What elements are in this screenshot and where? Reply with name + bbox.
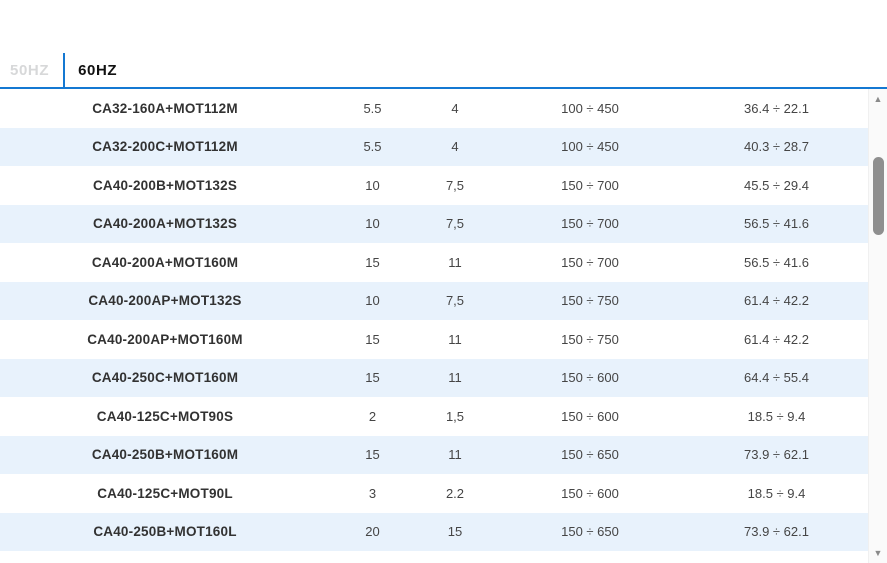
scrollbar-up-arrow-icon[interactable]: ▲ bbox=[873, 94, 883, 104]
model-cell: CA40-125C+MOT90S bbox=[96, 408, 234, 424]
head-range-cell: 73.9 ÷ 62.1 bbox=[744, 524, 809, 540]
power-hp-cell: 2 bbox=[368, 408, 377, 424]
table-row: CA40-200A+MOT160M 15 11 150 ÷ 700 56.5 ÷ 41.… bbox=[0, 243, 868, 282]
head-range-cell: 73.9 ÷ 62.1 bbox=[744, 447, 809, 463]
table-row: CA40-250C+MOT160M 15 11 150 ÷ 600 64.4 ÷ 55.… bbox=[0, 358, 868, 397]
power-kw-cell: 2.2 bbox=[445, 485, 465, 501]
head-range-cell: 64.4 ÷ 55.4 bbox=[744, 370, 809, 386]
power-hp-cell: 5.5 bbox=[363, 100, 382, 116]
power-hp-cell: 15 bbox=[365, 370, 380, 386]
flow-range-cell: 150 ÷ 650 bbox=[561, 447, 619, 463]
power-hp-cell: 5.5 bbox=[363, 139, 382, 155]
power-hp-cell: 15 bbox=[365, 331, 380, 347]
power-kw-cell: 15 bbox=[447, 524, 463, 540]
head-range-cell: 61.4 ÷ 42.2 bbox=[744, 331, 809, 347]
power-kw-cell: 7,5 bbox=[445, 177, 465, 193]
head-range-cell: 61.4 ÷ 42.2 bbox=[744, 293, 809, 309]
power-kw-cell: 11 bbox=[448, 447, 462, 463]
scrollbar-down-arrow-icon[interactable]: ▼ bbox=[873, 548, 883, 558]
model-cell: CA40-200B+MOT132S bbox=[92, 177, 238, 193]
power-hp-cell: 20 bbox=[365, 524, 380, 540]
power-kw-cell: 7,5 bbox=[445, 293, 465, 309]
flow-range-cell: 150 ÷ 700 bbox=[561, 177, 619, 193]
flow-range-cell: 100 ÷ 450 bbox=[561, 139, 619, 155]
model-cell: CA32-160A+MOT112M bbox=[92, 100, 238, 116]
power-hp-cell: 15 bbox=[365, 447, 380, 463]
table-row: CA32-200C+MOT112M 5.5 4 100 ÷ 450 40.3 ÷ 28.… bbox=[0, 127, 868, 166]
table-row: CA40-125C+MOT90S 2 1,5 150 ÷ 600 18.5 ÷ 9.4 bbox=[0, 397, 868, 436]
power-kw-cell: 11 bbox=[448, 370, 462, 386]
vertical-scrollbar[interactable]: ▲ ▼ bbox=[868, 89, 887, 563]
power-kw-cell: 4 bbox=[451, 139, 459, 155]
table-row: CA40-200A+MOT132S 10 7,5 150 ÷ 700 56.5 ÷ 41… bbox=[0, 204, 868, 243]
table-row: CA40-250B+MOT160M 15 11 150 ÷ 650 73.9 ÷ 62.… bbox=[0, 435, 868, 474]
model-cell: CA40-125C+MOT90L bbox=[97, 485, 233, 501]
frequency-tabbar: 50HZ 60HZ bbox=[0, 0, 887, 87]
tabbar-underline bbox=[0, 87, 887, 89]
tab-60hz[interactable]: 60HZ bbox=[78, 62, 118, 79]
power-kw-cell: 7,5 bbox=[445, 216, 465, 232]
tab-50hz[interactable]: 50HZ bbox=[10, 62, 50, 79]
flow-range-cell: 150 ÷ 750 bbox=[561, 331, 619, 347]
model-cell: CA40-250B+MOT160L bbox=[93, 524, 237, 540]
power-hp-cell: 15 bbox=[365, 254, 380, 270]
tab-divider bbox=[63, 53, 66, 87]
table-row: CA40-200AP+MOT160M 15 11 150 ÷ 750 61.4 ÷ 42… bbox=[0, 320, 868, 359]
model-cell: CA40-200AP+MOT132S bbox=[88, 293, 242, 309]
flow-range-cell: 150 ÷ 650 bbox=[561, 524, 619, 540]
pump-models-table: CA32-160A+MOT112M 5.5 4 100 ÷ 450 36.4 ÷ 22.… bbox=[0, 89, 868, 551]
power-hp-cell: 3 bbox=[368, 485, 377, 501]
flow-range-cell: 100 ÷ 450 bbox=[561, 100, 619, 116]
power-kw-cell: 1,5 bbox=[445, 408, 465, 424]
scrollbar-thumb[interactable] bbox=[873, 157, 884, 235]
table-row: CA40-200AP+MOT132S 10 7,5 150 ÷ 750 61.4 ÷ 4… bbox=[0, 281, 868, 320]
model-cell: CA40-250B+MOT160M bbox=[91, 447, 239, 463]
model-cell: CA40-200A+MOT160M bbox=[91, 254, 239, 270]
model-cell: CA32-200C+MOT112M bbox=[92, 139, 238, 155]
flow-range-cell: 150 ÷ 600 bbox=[561, 485, 619, 501]
pump-models-table-wrap: CA32-160A+MOT112M 5.5 4 100 ÷ 450 36.4 ÷ 22.… bbox=[0, 89, 868, 563]
power-kw-cell: 4 bbox=[451, 100, 459, 116]
table-row: CA32-160A+MOT112M 5.5 4 100 ÷ 450 36.4 ÷ 22.… bbox=[0, 89, 868, 128]
head-range-cell: 56.5 ÷ 41.6 bbox=[744, 254, 809, 270]
model-cell: CA40-200AP+MOT160M bbox=[87, 331, 243, 347]
power-kw-cell: 11 bbox=[448, 254, 462, 270]
table-row: CA40-125C+MOT90L 3 2.2 150 ÷ 600 18.5 ÷ 9.4 bbox=[0, 474, 868, 513]
model-cell: CA40-200A+MOT132S bbox=[92, 216, 238, 232]
flow-range-cell: 150 ÷ 600 bbox=[561, 370, 619, 386]
head-range-cell: 18.5 ÷ 9.4 bbox=[747, 408, 806, 424]
model-cell: CA40-250C+MOT160M bbox=[91, 370, 239, 386]
flow-range-cell: 150 ÷ 600 bbox=[561, 408, 619, 424]
flow-range-cell: 150 ÷ 750 bbox=[561, 293, 619, 309]
head-range-cell: 40.3 ÷ 28.7 bbox=[744, 139, 809, 155]
head-range-cell: 45.5 ÷ 29.4 bbox=[744, 177, 809, 193]
head-range-cell: 56.5 ÷ 41.6 bbox=[744, 216, 809, 232]
power-hp-cell: 10 bbox=[365, 216, 380, 232]
flow-range-cell: 150 ÷ 700 bbox=[561, 254, 619, 270]
head-range-cell: 36.4 ÷ 22.1 bbox=[744, 100, 809, 116]
power-hp-cell: 10 bbox=[365, 293, 380, 309]
power-kw-cell: 11 bbox=[448, 331, 462, 347]
flow-range-cell: 150 ÷ 700 bbox=[561, 216, 619, 232]
table-row: CA40-200B+MOT132S 10 7,5 150 ÷ 700 45.5 ÷ 29… bbox=[0, 166, 868, 205]
head-range-cell: 18.5 ÷ 9.4 bbox=[747, 485, 806, 501]
table-row: CA40-250B+MOT160L 20 15 150 ÷ 650 73.9 ÷ 62.… bbox=[0, 512, 868, 551]
power-hp-cell: 10 bbox=[365, 177, 380, 193]
